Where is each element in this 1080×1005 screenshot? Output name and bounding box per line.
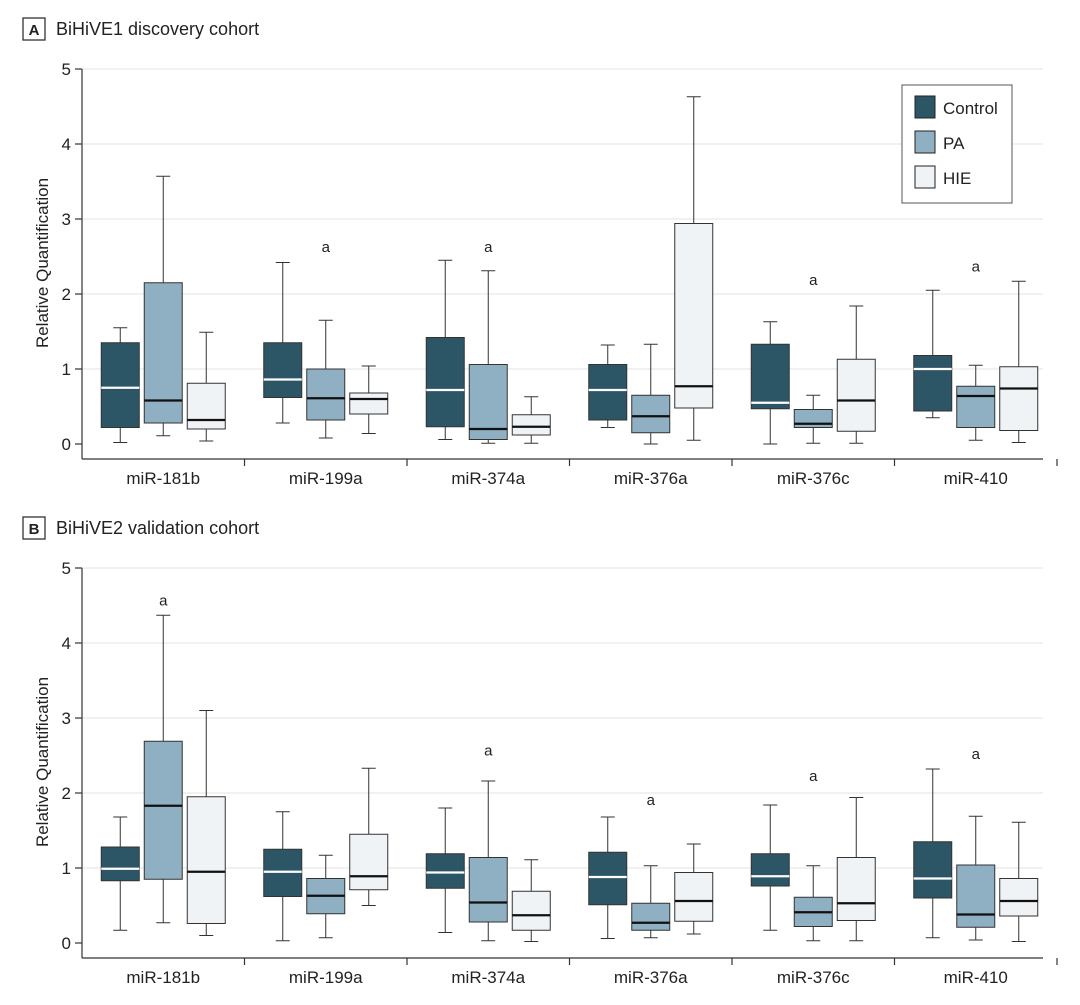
box-a-mir-374a-hie (511, 414, 551, 436)
panel-b-letter: B (29, 521, 40, 538)
annotation-a-mir-376c: a (809, 272, 818, 289)
legend: Control PA HIE (901, 84, 1013, 204)
y-tick-label-a-5: 5 (62, 60, 71, 79)
panel-a-letter-box (22, 17, 46, 41)
x-tick-label-a-mir-376c: miR-376c (777, 469, 850, 488)
box-a-mir-374a-pa (468, 364, 508, 440)
legend-label-pa: PA (943, 134, 965, 153)
x-tick-label-a-mir-374a: miR-374a (451, 469, 525, 488)
box-b-mir-376a-control (588, 851, 628, 906)
y-tick-label-b-3: 3 (62, 709, 71, 728)
y-tick-label-a-1: 1 (62, 360, 71, 379)
x-tick-label-b-mir-181b: miR-181b (126, 968, 200, 987)
x-tick-label-b-mir-374a: miR-374a (451, 968, 525, 987)
panel-b-plot: 0 1 2 3 4 5 miR-181b miR-199a miR-374a miR-376a mi… (62, 559, 1058, 987)
box-a-mir-181b-control (100, 342, 140, 428)
box-a-mir-374a-control (425, 337, 465, 428)
box-b-mir-410-hie (999, 878, 1039, 917)
panel-b-title: BiHiVE2 validation cohort (56, 518, 259, 538)
x-tick-label-a-mir-181b: miR-181b (126, 469, 200, 488)
y-tick-label-b-1: 1 (62, 859, 71, 878)
panel-a-header: A BiHiVE1 discovery cohort (22, 17, 259, 41)
legend-swatch-hie (914, 165, 936, 189)
box-b-mir-374a-pa (468, 857, 508, 923)
panel-a-title: BiHiVE1 discovery cohort (56, 19, 259, 39)
box-b-mir-374a-hie (511, 890, 551, 931)
box-a-mir-376a-control (588, 364, 628, 421)
box-a-mir-376c-control (750, 343, 790, 410)
box-b-mir-181b-pa (143, 740, 183, 880)
y-tick-label-b-2: 2 (62, 784, 71, 803)
legend-item-pa: PA (914, 130, 965, 154)
x-tick-label-a-mir-199a: miR-199a (289, 469, 363, 488)
box-a-mir-199a-pa (306, 368, 346, 421)
y-tick-label-a-0: 0 (62, 435, 71, 454)
legend-item-hie: HIE (914, 165, 971, 189)
box-a-mir-181b-pa (143, 282, 183, 424)
legend-item-control: Control (914, 95, 998, 119)
panel-b-ylabel: Relative Quantification (33, 677, 52, 847)
y-tick-label-a-2: 2 (62, 285, 71, 304)
box-b-mir-376a-hie (674, 872, 714, 922)
box-b-mir-199a-hie (349, 833, 389, 891)
box-b-mir-181b-hie (186, 796, 226, 924)
annotation-b-mir-376a: a (647, 792, 656, 809)
legend-swatch-control (914, 95, 936, 119)
box-a-mir-199a-control (263, 342, 303, 398)
box-a-mir-376c-hie (836, 358, 876, 432)
x-tick-label-b-mir-199a: miR-199a (289, 968, 363, 987)
box-b-mir-410-control (913, 841, 953, 899)
box-a-mir-199a-hie (349, 392, 389, 415)
panel-b-letter-box (22, 516, 46, 540)
box-b-mir-181b-control (100, 846, 140, 882)
y-tick-label-a-3: 3 (62, 210, 71, 229)
box-a-mir-181b-hie (186, 382, 226, 430)
y-tick-label-b-0: 0 (62, 934, 71, 953)
annotation-a-mir-374a: a (484, 239, 493, 256)
legend-swatch-pa (914, 130, 936, 154)
legend-label-hie: HIE (943, 169, 971, 188)
panel-a-ylabel: Relative Quantification (33, 178, 52, 348)
box-b-mir-410-pa (956, 864, 996, 928)
box-b-mir-199a-control (263, 848, 303, 897)
x-tick-label-b-mir-376c: miR-376c (777, 968, 850, 987)
annotation-b-mir-374a: a (484, 742, 493, 759)
box-a-mir-410-pa (956, 385, 996, 428)
x-tick-label-a-mir-376a: miR-376a (614, 469, 688, 488)
panel-a-letter: A (29, 22, 40, 39)
box-b-mir-376c-control (750, 853, 790, 887)
box-b-mir-376c-hie (836, 857, 876, 921)
x-tick-label-b-mir-410: miR-410 (944, 968, 1008, 987)
x-tick-label-b-mir-376a: miR-376a (614, 968, 688, 987)
annotation-a-mir-410: a (972, 258, 981, 275)
y-tick-label-b-5: 5 (62, 559, 71, 578)
box-b-mir-374a-control (425, 853, 465, 889)
box-b-mir-376a-pa (631, 902, 671, 931)
y-tick-label-a-4: 4 (62, 135, 71, 154)
annotation-b-mir-410: a (972, 746, 981, 763)
box-a-mir-410-hie (999, 366, 1039, 431)
panel-b-header: B BiHiVE2 validation cohort (22, 516, 259, 540)
annotation-a-mir-199a: a (322, 239, 331, 256)
box-a-mir-376a-pa (631, 394, 671, 434)
legend-label-control: Control (943, 99, 998, 118)
box-a-mir-376a-hie (674, 223, 714, 409)
annotation-b-mir-376c: a (809, 768, 818, 785)
annotation-b-mir-181b: a (159, 592, 168, 609)
panel-a-plot: 0 1 2 3 4 5 miR-181b miR-199a miR-374a miR-376a mi… (62, 60, 1058, 488)
box-a-mir-410-control (913, 355, 953, 412)
x-tick-label-a-mir-410: miR-410 (944, 469, 1008, 488)
y-tick-label-b-4: 4 (62, 634, 71, 653)
